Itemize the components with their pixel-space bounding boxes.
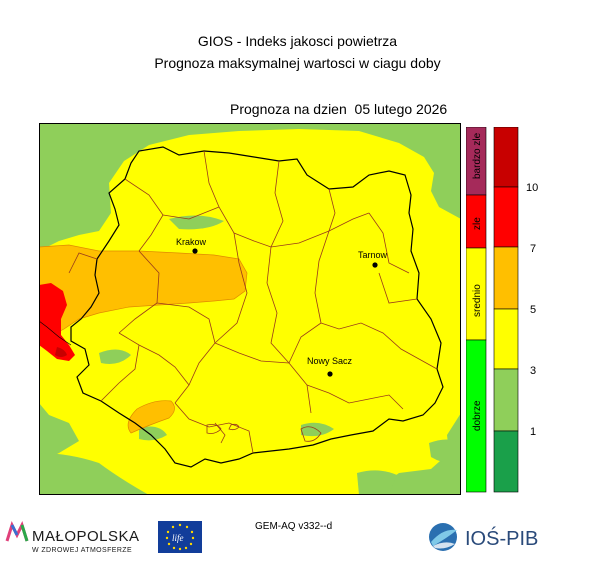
legend: bardzo zle zle srednio dobrze 10 7 5 3 1 bbox=[466, 127, 538, 493]
city-label-tarnow: Tarnow bbox=[358, 250, 388, 260]
eu-life-logo: life bbox=[158, 521, 202, 553]
city-label-krakow: Krakow bbox=[176, 237, 207, 247]
map-title: GIOS - Indeks jakosci powietrza bbox=[197, 33, 398, 49]
zone-poor bbox=[39, 244, 248, 340]
ios-pib-name: IOŚ-PIB bbox=[465, 526, 538, 550]
zone-very-bad bbox=[55, 347, 67, 357]
city-marker bbox=[192, 248, 198, 254]
legend-level-band bbox=[493, 127, 519, 188]
map-subtitle: Prognoza maksymalnej wartosci w ciagu do… bbox=[154, 55, 441, 71]
malopolska-name: MAŁOPOLSKA bbox=[32, 528, 140, 545]
legend-level-band bbox=[493, 368, 519, 432]
map-frame bbox=[39, 123, 461, 495]
eu-stars-icon bbox=[165, 523, 195, 551]
zone-good-patch bbox=[99, 349, 131, 364]
legend-cat-dobrze bbox=[466, 339, 487, 493]
model-version: GEM-AQ v332--d bbox=[255, 521, 333, 532]
ios-leaf-icon bbox=[429, 523, 457, 551]
legend-cat-label-dobrze: dobrze bbox=[472, 400, 483, 431]
region-border bbox=[70, 146, 444, 468]
country-border bbox=[39, 320, 72, 346]
city-tarnow: Tarnow bbox=[358, 250, 388, 268]
legend-level-band bbox=[493, 308, 519, 370]
city-marker bbox=[327, 371, 333, 377]
malopolska-logo: MAŁOPOLSKA W ZDROWEJ ATMOSFERZE bbox=[5, 521, 140, 554]
legend-cat-label-bardzo-zle: bardzo zle bbox=[472, 132, 483, 179]
forecast-date: 05 lutego 2026 bbox=[354, 101, 448, 117]
legend-level-label: 5 bbox=[530, 304, 536, 316]
district-borders bbox=[68, 150, 438, 454]
zone-good-patch bbox=[301, 422, 334, 437]
legend-level-band bbox=[493, 246, 519, 310]
ios-pib-logo: IOŚ-PIB bbox=[429, 523, 538, 551]
city-marker bbox=[372, 262, 378, 268]
legend-level-label: 3 bbox=[530, 365, 536, 377]
zone-poor bbox=[127, 400, 175, 434]
city-label-nowy-sacz: Nowy Sacz bbox=[307, 356, 353, 366]
malopolska-slogan: W ZDROWEJ ATMOSFERZE bbox=[32, 547, 132, 554]
eu-life-text: life bbox=[172, 533, 184, 543]
legend-level-label: 10 bbox=[526, 182, 538, 194]
legend-level-label: 1 bbox=[530, 426, 536, 438]
city-nowy-sacz: Nowy Sacz bbox=[307, 356, 353, 377]
legend-level-label: 7 bbox=[530, 243, 536, 255]
zone-good-patch bbox=[39, 453, 149, 495]
zone-moderate bbox=[39, 129, 461, 495]
legend-level-band bbox=[493, 186, 519, 248]
forecast-date-line: Prognoza na dzien 05 lutego 2026 bbox=[230, 101, 447, 117]
legend-level-band bbox=[493, 430, 519, 493]
zone-good-patch bbox=[74, 151, 91, 161]
zone-good-patch bbox=[139, 426, 167, 441]
forecast-map: Krakow Tarnow Nowy Sacz bbox=[39, 123, 461, 495]
city-krakow: Krakow bbox=[176, 237, 207, 254]
zone-good-patch bbox=[357, 470, 397, 495]
zone-good-patch bbox=[429, 439, 461, 464]
legend-cat-label-zle: zle bbox=[472, 217, 483, 230]
zone-good-patch bbox=[169, 215, 224, 230]
forecast-prefix: Prognoza na dzien bbox=[230, 101, 347, 117]
legend-cat-label-srednio: srednio bbox=[472, 284, 483, 317]
